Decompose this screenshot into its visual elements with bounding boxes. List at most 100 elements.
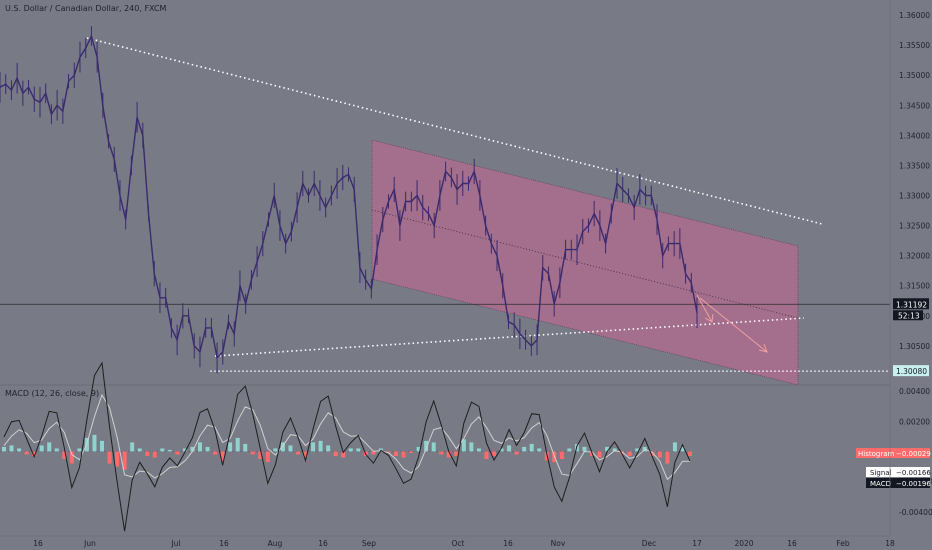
price-tick-label: 1.34500	[899, 101, 930, 110]
time-tick-label: Sep	[362, 539, 376, 548]
histogram-bar	[32, 451, 37, 456]
histogram-bar	[182, 448, 187, 452]
histogram-bar	[205, 446, 210, 452]
histogram-bar	[529, 443, 534, 452]
signal-badge	[866, 467, 930, 477]
histogram-bar	[514, 451, 519, 455]
histogram-bar	[62, 451, 67, 460]
symbol-title: U.S. Dollar / Canadian Dollar, 240, FXCM	[5, 4, 167, 13]
histogram-bar	[476, 448, 481, 452]
histogram-bar	[303, 451, 308, 458]
histogram-bar	[280, 442, 285, 452]
current-price-badge	[893, 298, 929, 310]
histogram-bar	[24, 451, 29, 455]
histogram-bar	[39, 445, 44, 452]
histogram-bar	[672, 442, 677, 452]
histogram-bar	[258, 451, 263, 460]
time-tick-label: Nov	[551, 539, 566, 548]
histogram-bar	[605, 446, 610, 452]
histogram-bar	[582, 446, 587, 452]
projection-arrow-long	[699, 297, 768, 353]
macd-title: MACD (12, 26, close, 9)	[5, 389, 100, 398]
histogram-bar	[567, 448, 572, 452]
channel-midline	[371, 209, 799, 319]
histogram-bar	[235, 437, 240, 452]
histogram-bar	[265, 451, 270, 463]
histogram-bar	[665, 451, 670, 464]
macd-tick-label: 0.00400	[899, 387, 930, 396]
histogram-bar	[394, 451, 398, 456]
price-tick-label: 1.30500	[899, 342, 930, 351]
upper-trendline	[86, 37, 823, 225]
histogram-bar	[288, 445, 293, 452]
histogram-bar	[348, 448, 353, 452]
time-tick-label: Jul	[170, 539, 180, 548]
histogram-bar	[47, 442, 52, 452]
price-tick-label: 1.33000	[899, 192, 930, 201]
time-tick-label: 18	[885, 539, 895, 548]
macd-line	[3, 361, 691, 532]
histogram-badge	[856, 448, 930, 458]
histogram-bar	[492, 451, 496, 456]
histogram-bar	[243, 443, 248, 452]
price-tick-label: 1.33500	[899, 161, 930, 170]
histogram-bar	[115, 451, 120, 467]
histogram-bar	[190, 446, 195, 452]
histogram-bar	[273, 448, 278, 452]
price-tick-label: 1.32000	[899, 252, 930, 261]
time-tick-label: Jun	[83, 539, 96, 548]
support-price-badge	[893, 365, 929, 377]
histogram-bar	[326, 445, 331, 452]
histogram-bar	[2, 446, 6, 452]
time-tick-label: 16	[33, 539, 43, 548]
lower-trendline	[214, 317, 805, 357]
price-tick-label: 1.35500	[899, 41, 930, 50]
macd-value: −0.00196	[896, 480, 931, 488]
histogram-bar	[597, 451, 602, 458]
histogram-bar	[9, 445, 14, 452]
histogram-bar	[446, 451, 451, 458]
histogram-bar	[130, 442, 135, 452]
histogram-bar	[318, 440, 323, 452]
histogram-bar	[484, 451, 489, 460]
histogram-bar	[54, 448, 59, 452]
time-tick-label: 17	[692, 539, 702, 548]
macd-label: MACD	[870, 480, 891, 488]
time-tick-label: Feb	[836, 539, 850, 548]
time-tick-label: 16	[787, 539, 797, 548]
histogram-bar	[424, 440, 429, 452]
histogram-bar	[559, 451, 564, 460]
histogram-bar	[657, 451, 662, 458]
histogram-value: −0.00029	[896, 450, 931, 458]
histogram-bar	[461, 439, 466, 452]
histogram-bar	[499, 448, 504, 452]
countdown-label: 52:13	[898, 311, 920, 320]
histogram-bar	[296, 451, 300, 455]
macd-pane	[0, 361, 692, 532]
histogram-bar	[167, 449, 172, 452]
histogram-bar	[688, 451, 692, 456]
histogram-bar	[160, 448, 165, 452]
histogram-bar	[537, 448, 542, 452]
price-pane	[0, 26, 890, 386]
time-tick-label: Oct	[452, 539, 465, 548]
histogram-bar	[122, 451, 127, 470]
time-tick-label: 16	[318, 539, 328, 548]
price-tick-label: 1.36000	[899, 11, 930, 20]
histogram-bar	[507, 445, 512, 452]
histogram-bar	[228, 442, 233, 452]
macd-tick-label: 0.00200	[899, 417, 930, 426]
price-tick-label: 1.34000	[899, 131, 930, 140]
histogram-bar	[680, 446, 685, 452]
histogram-bar	[341, 451, 346, 458]
histogram-bar	[145, 451, 150, 456]
histogram-bar	[469, 442, 474, 452]
histogram-bar	[439, 451, 444, 455]
histogram-bar	[650, 451, 655, 456]
histogram-bar	[213, 451, 218, 455]
histogram-label: Histogram	[858, 450, 894, 458]
countdown-badge	[893, 310, 923, 321]
price-tick-label: 1.35000	[899, 71, 930, 80]
